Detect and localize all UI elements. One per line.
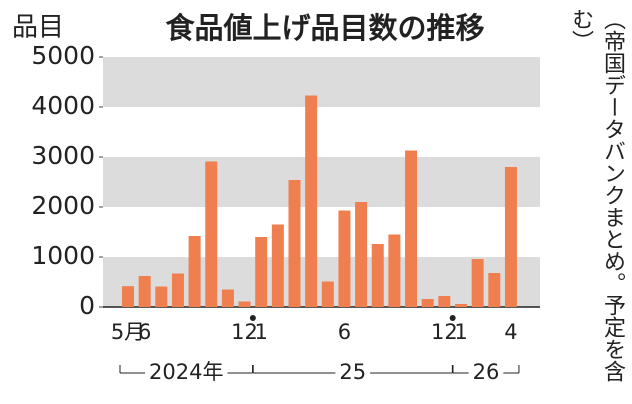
bar [271, 224, 284, 307]
bar [471, 259, 484, 307]
bar [122, 286, 134, 307]
grid-band [103, 57, 540, 107]
bar [188, 236, 201, 307]
y-tick-label: 5000 [31, 41, 95, 70]
x-tick-label: 1 [255, 320, 268, 344]
year-label: 25 [339, 360, 366, 384]
year-divider [249, 315, 256, 321]
source-note: （帝国データバンクまとめ。予定を含む） [568, 8, 625, 382]
bar [405, 150, 418, 307]
grid-band [103, 157, 540, 207]
x-tick-label: 1 [454, 320, 467, 344]
bar [504, 167, 517, 307]
bar [288, 180, 301, 307]
bar [305, 95, 318, 307]
bar [421, 299, 434, 307]
year-label: 26 [473, 360, 500, 384]
y-tick-label: 4000 [31, 91, 95, 120]
bar [371, 244, 384, 307]
y-axis-label: 品目 [12, 13, 64, 43]
bar [238, 301, 251, 307]
year-divider [449, 315, 456, 321]
bar [355, 202, 368, 307]
x-tick-label: 12 [231, 320, 258, 344]
bar [338, 210, 351, 307]
year-label: 2024年 [149, 360, 223, 384]
bar [255, 237, 268, 307]
x-tick-label: 4 [504, 320, 517, 344]
y-tick-label: 0 [79, 291, 95, 320]
bar [388, 234, 401, 307]
x-tick-label: 6 [338, 320, 351, 344]
bar [488, 273, 501, 307]
bar [205, 161, 218, 307]
chart-title: 食品値上げ品目数の推移 [165, 11, 484, 45]
bar [321, 281, 334, 307]
bar [221, 289, 234, 307]
bar [155, 286, 168, 307]
bar [455, 304, 467, 307]
y-tick-label: 2000 [31, 191, 95, 220]
y-tick-label: 1000 [31, 241, 95, 270]
bar [138, 276, 151, 307]
x-tick-label: 6 [138, 320, 151, 344]
x-tick-label: 12 [431, 320, 458, 344]
x-tick-label: 5月 [111, 320, 145, 344]
y-tick-label: 3000 [31, 141, 95, 170]
bar [171, 273, 184, 307]
bar [438, 296, 451, 307]
